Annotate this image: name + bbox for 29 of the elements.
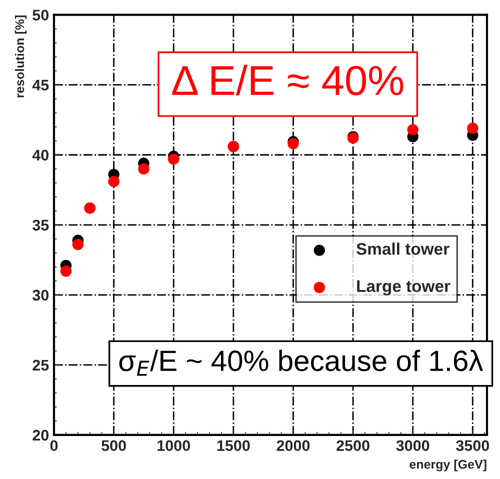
- legend-label: Large tower: [357, 280, 450, 296]
- y-tick-label: 25: [32, 360, 49, 371]
- point: [288, 138, 299, 150]
- point: [60, 265, 72, 277]
- x-tick-label: 0: [50, 440, 58, 452]
- point: [72, 238, 84, 250]
- y-tick-label: 30: [32, 290, 49, 301]
- x-tick-label: 1500: [217, 440, 250, 452]
- point: [407, 124, 418, 136]
- x-tick-label: 2500: [336, 440, 370, 452]
- y-tick-label: 20: [32, 430, 49, 441]
- annotation: Δ E/E ≈ 40%: [172, 64, 404, 96]
- y-tick-label: 35: [32, 220, 49, 231]
- y-tick-label: 45: [32, 80, 49, 91]
- point: [138, 163, 150, 174]
- point: [467, 122, 478, 134]
- x-tick-label: 2000: [276, 440, 310, 452]
- point: [168, 153, 180, 165]
- y-tick-label: 40: [32, 150, 49, 161]
- x-tick-label: 3000: [396, 440, 430, 452]
- x-tick-label: 500: [102, 440, 126, 452]
- x-axis-title: energy [GeV]: [410, 460, 486, 472]
- y-tick-label: 50: [32, 10, 49, 21]
- point: [108, 176, 120, 188]
- legend-label: Small tower: [356, 242, 450, 255]
- x-tick-label: 3500: [456, 440, 490, 452]
- annotation: σ$_{E}$/E ~ 40% because of 1.6λ: [119, 350, 484, 376]
- y-axis-title: resolution [%]: [14, 16, 27, 98]
- x-tick-label: 1000: [158, 440, 190, 452]
